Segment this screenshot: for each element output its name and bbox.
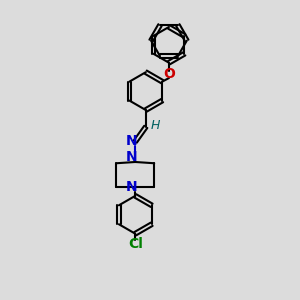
Text: Cl: Cl [128,237,143,251]
Text: N: N [126,134,137,148]
Text: N: N [126,150,137,164]
Text: N: N [126,180,137,194]
Text: H: H [151,119,160,132]
Text: O: O [163,67,175,81]
